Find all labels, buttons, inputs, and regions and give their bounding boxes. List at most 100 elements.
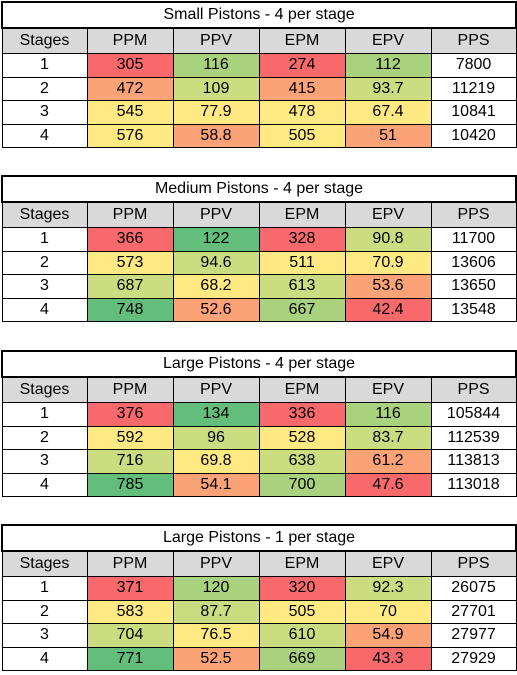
header-stages: Stages: [1, 376, 88, 403]
cell-epm: 667: [258, 297, 346, 322]
cell-epv: 67.4: [344, 100, 432, 125]
cell-ppm: 366: [86, 227, 174, 252]
cell-epm: 505: [258, 123, 346, 148]
cell-epv: 70.9: [344, 250, 432, 275]
cell-ppm: 376: [86, 402, 174, 427]
cell-ppm: 371: [86, 576, 174, 601]
header-epv: EPV: [344, 201, 432, 228]
cell-ppv: 76.5: [172, 623, 260, 648]
cell-ppm: 472: [86, 76, 174, 101]
table-row: 1 376 134 336 116 105844: [1, 402, 517, 427]
table-row: 2 583 87.7 505 70 27701: [1, 599, 517, 624]
cell-ppm: 576: [86, 123, 174, 148]
table-row: 3 687 68.2 613 53.6 13650: [1, 274, 517, 299]
cell-epm: 415: [258, 76, 346, 101]
cell-ppv: 52.6: [172, 297, 260, 322]
header-pps: PPS: [430, 550, 517, 577]
cell-epm: 528: [258, 425, 346, 450]
header-epv: EPV: [344, 550, 432, 577]
header-stages: Stages: [1, 550, 88, 577]
header-ppv: PPV: [172, 550, 260, 577]
cell-epm: 478: [258, 100, 346, 125]
cell-pps: 113018: [430, 472, 517, 497]
cell-ppv: 87.7: [172, 599, 260, 624]
cell-pps: 11219: [430, 76, 517, 101]
cell-pps: 13650: [430, 274, 517, 299]
header-ppm: PPM: [86, 27, 174, 54]
cell-ppm: 545: [86, 100, 174, 125]
header-epm: EPM: [258, 550, 346, 577]
cell-epv: 53.6: [344, 274, 432, 299]
cell-epv: 47.6: [344, 472, 432, 497]
cell-ppv: 94.6: [172, 250, 260, 275]
cell-ppv: 68.2: [172, 274, 260, 299]
cell-pps: 27977: [430, 623, 517, 648]
cell-ppv: 134: [172, 402, 260, 427]
cell-pps: 13548: [430, 297, 517, 322]
header-ppm: PPM: [86, 550, 174, 577]
table-row: 4 748 52.6 667 42.4 13548: [1, 297, 517, 322]
table-row: 1 371 120 320 92.3 26075: [1, 576, 517, 601]
header-pps: PPS: [430, 27, 517, 54]
table-row: 2 472 109 415 93.7 11219: [1, 76, 517, 101]
cell-epv: 90.8: [344, 227, 432, 252]
cell-stage: 4: [1, 123, 88, 148]
header-epm: EPM: [258, 201, 346, 228]
cell-epm: 669: [258, 646, 346, 671]
cell-ppv: 120: [172, 576, 260, 601]
cell-epv: 92.3: [344, 576, 432, 601]
cell-stage: 3: [1, 623, 88, 648]
table-row: 3 545 77.9 478 67.4 10841: [1, 100, 517, 125]
cell-epm: 320: [258, 576, 346, 601]
cell-stage: 1: [1, 576, 88, 601]
cell-epm: 328: [258, 227, 346, 252]
header-ppv: PPV: [172, 27, 260, 54]
cell-pps: 10420: [430, 123, 517, 148]
cell-epv: 42.4: [344, 297, 432, 322]
table-row: 1 366 122 328 90.8 11700: [1, 227, 517, 252]
cell-epv: 43.3: [344, 646, 432, 671]
cell-ppm: 771: [86, 646, 174, 671]
table-large-pistons-4: Large Pistons - 4 per stage Stages PPM P…: [0, 350, 517, 497]
cell-pps: 27701: [430, 599, 517, 624]
header-epv: EPV: [344, 376, 432, 403]
cell-stage: 2: [1, 76, 88, 101]
cell-stage: 4: [1, 646, 88, 671]
table-small-pistons: Small Pistons - 4 per stage Stages PPM P…: [0, 1, 517, 148]
cell-pps: 10841: [430, 100, 517, 125]
cell-pps: 26075: [430, 576, 517, 601]
cell-epv: 83.7: [344, 425, 432, 450]
cell-epm: 336: [258, 402, 346, 427]
cell-stage: 1: [1, 53, 88, 78]
table-row: 4 576 58.8 505 51 10420: [1, 123, 517, 148]
cell-stage: 4: [1, 472, 88, 497]
table-medium-pistons: Medium Pistons - 4 per stage Stages PPM …: [1, 175, 517, 322]
header-ppm: PPM: [86, 201, 174, 228]
table-row: 2 592 96 528 83.7 112539: [1, 425, 517, 450]
cell-epm: 613: [258, 274, 346, 299]
cell-stage: 2: [1, 425, 88, 450]
cell-stage: 2: [1, 599, 88, 624]
table-title: Large Pistons - 4 per stage: [0, 350, 517, 378]
cell-stage: 1: [1, 402, 88, 427]
table-row: 2 573 94.6 511 70.9 13606: [1, 250, 517, 275]
table-title: Medium Pistons - 4 per stage: [1, 175, 517, 203]
table-row: 3 716 69.8 638 61.2 113813: [1, 449, 517, 474]
cell-epv: 93.7: [344, 76, 432, 101]
header-pps: PPS: [430, 201, 517, 228]
cell-stage: 4: [1, 297, 88, 322]
cell-stage: 3: [1, 449, 88, 474]
cell-pps: 105844: [430, 402, 517, 427]
cell-epv: 61.2: [344, 449, 432, 474]
cell-epv: 116: [344, 402, 432, 427]
header-stages: Stages: [1, 27, 88, 54]
cell-ppm: 748: [86, 297, 174, 322]
table-row: 1 305 116 274 112 7800: [1, 53, 517, 78]
cell-ppm: 785: [86, 472, 174, 497]
cell-stage: 3: [1, 274, 88, 299]
header-epm: EPM: [258, 27, 346, 54]
cell-ppm: 305: [86, 53, 174, 78]
table-row: 3 704 76.5 610 54.9 27977: [1, 623, 517, 648]
cell-ppm: 592: [86, 425, 174, 450]
